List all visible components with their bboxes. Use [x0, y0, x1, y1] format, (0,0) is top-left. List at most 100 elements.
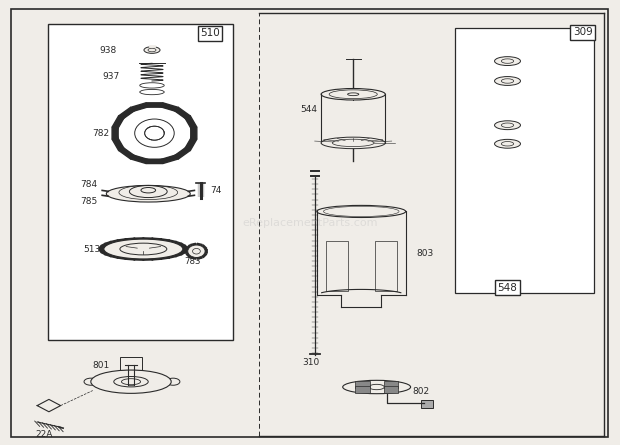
Polygon shape [99, 246, 106, 248]
Bar [421, 400, 433, 408]
Polygon shape [197, 256, 202, 259]
Polygon shape [202, 254, 206, 257]
Text: 544: 544 [301, 105, 317, 114]
Polygon shape [151, 258, 162, 260]
Polygon shape [110, 255, 120, 258]
Text: eReplacementParts.com: eReplacementParts.com [242, 218, 378, 227]
Text: 938: 938 [100, 45, 117, 55]
Polygon shape [159, 239, 170, 241]
Polygon shape [190, 243, 196, 246]
Text: 785: 785 [81, 197, 97, 206]
Polygon shape [172, 254, 182, 257]
Circle shape [188, 245, 205, 258]
Polygon shape [133, 259, 144, 260]
Polygon shape [162, 103, 179, 111]
Ellipse shape [114, 376, 148, 387]
Polygon shape [172, 242, 182, 244]
Polygon shape [99, 248, 104, 251]
Text: 784: 784 [81, 179, 97, 189]
Ellipse shape [343, 380, 410, 394]
Polygon shape [162, 155, 179, 163]
Bar [455, 28, 594, 293]
Polygon shape [185, 116, 197, 128]
Polygon shape [143, 259, 153, 260]
Polygon shape [182, 248, 187, 251]
Ellipse shape [104, 239, 183, 259]
Ellipse shape [321, 137, 385, 149]
Bar [120, 357, 142, 370]
Text: 310: 310 [302, 358, 319, 367]
Ellipse shape [321, 89, 385, 100]
Text: 510: 510 [200, 28, 220, 38]
Polygon shape [190, 256, 196, 259]
Polygon shape [177, 252, 186, 255]
Polygon shape [186, 245, 191, 249]
Polygon shape [105, 242, 114, 244]
Polygon shape [175, 107, 190, 118]
Ellipse shape [495, 121, 520, 129]
Bar [355, 380, 370, 388]
Polygon shape [133, 238, 144, 239]
Bar [355, 386, 370, 393]
Polygon shape [166, 255, 177, 258]
Polygon shape [101, 252, 109, 255]
Bar [384, 380, 399, 388]
Polygon shape [191, 127, 197, 139]
Polygon shape [125, 238, 136, 240]
Text: 513: 513 [84, 245, 100, 254]
Polygon shape [181, 246, 188, 248]
Text: 802: 802 [412, 387, 430, 396]
Polygon shape [181, 250, 188, 253]
Ellipse shape [130, 186, 167, 198]
Polygon shape [143, 238, 153, 239]
Polygon shape [118, 148, 134, 159]
Polygon shape [110, 240, 120, 243]
Polygon shape [117, 239, 128, 241]
Text: 783: 783 [185, 257, 201, 266]
Polygon shape [117, 257, 128, 259]
Polygon shape [175, 148, 190, 159]
Ellipse shape [122, 379, 141, 385]
Polygon shape [130, 103, 147, 111]
Polygon shape [112, 116, 123, 128]
Polygon shape [112, 127, 118, 139]
Text: 803: 803 [416, 249, 433, 258]
Polygon shape [99, 250, 106, 253]
Polygon shape [177, 243, 186, 246]
Text: 74: 74 [210, 186, 221, 195]
Polygon shape [202, 245, 206, 249]
Ellipse shape [141, 187, 156, 193]
Polygon shape [205, 249, 207, 253]
Polygon shape [112, 138, 123, 150]
Text: 937: 937 [103, 72, 120, 81]
Ellipse shape [348, 93, 359, 96]
Ellipse shape [317, 206, 405, 218]
Bar [326, 241, 348, 291]
Text: 22A: 22A [35, 430, 53, 439]
Polygon shape [185, 138, 197, 150]
Polygon shape [159, 257, 170, 259]
Polygon shape [197, 243, 202, 246]
Text: 309: 309 [573, 27, 593, 37]
Polygon shape [146, 159, 163, 163]
Polygon shape [186, 254, 191, 257]
Polygon shape [146, 103, 163, 107]
Polygon shape [101, 243, 109, 246]
Ellipse shape [91, 370, 171, 393]
Polygon shape [185, 249, 188, 253]
Ellipse shape [495, 77, 520, 85]
Polygon shape [118, 107, 134, 118]
Text: 801: 801 [93, 361, 110, 370]
Ellipse shape [495, 57, 520, 65]
Text: 782: 782 [92, 129, 109, 138]
Polygon shape [125, 258, 136, 260]
Bar [48, 24, 233, 340]
Ellipse shape [106, 186, 190, 202]
Polygon shape [166, 240, 177, 243]
Ellipse shape [369, 384, 384, 390]
Polygon shape [130, 155, 147, 163]
Ellipse shape [144, 47, 160, 53]
Polygon shape [151, 238, 162, 240]
Ellipse shape [495, 139, 520, 148]
Bar [384, 386, 399, 393]
